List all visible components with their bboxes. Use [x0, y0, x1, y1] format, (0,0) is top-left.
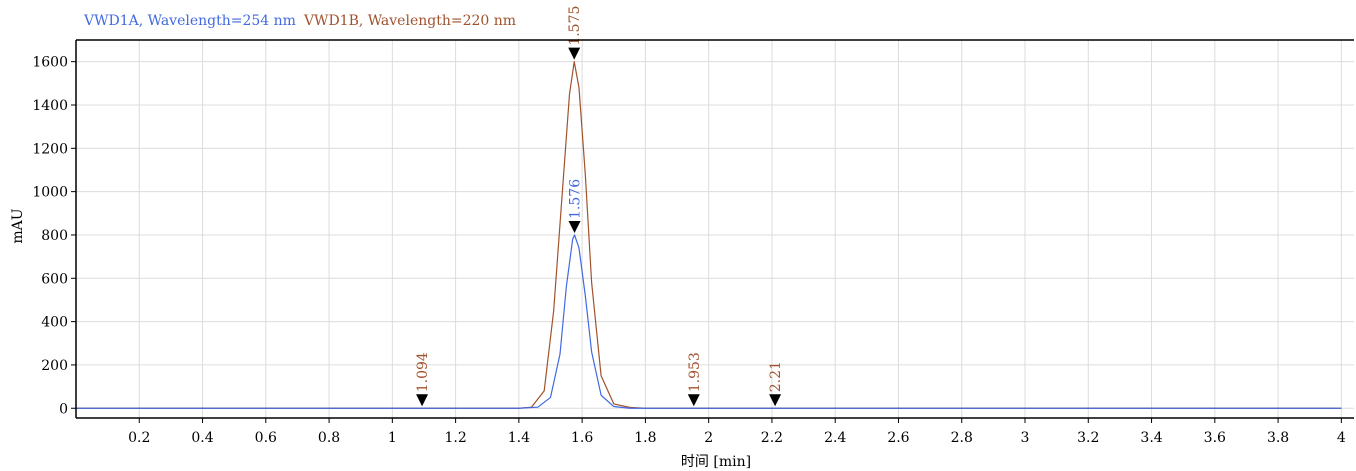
peak-marker	[568, 47, 581, 60]
trace-220nm	[76, 61, 1342, 409]
x-axis-title: 时间 [min]	[681, 454, 751, 470]
legend-series-a: VWD1A, Wavelength=254 nm	[83, 13, 296, 29]
x-tick-label: 0.2	[128, 430, 150, 446]
peak-label: 1.576	[568, 179, 584, 219]
x-tick-label: 1.4	[508, 430, 530, 446]
x-tick-label: 3.8	[1267, 430, 1289, 446]
x-tick-label: 0.8	[318, 430, 340, 446]
legend-series-b: VWD1B, Wavelength=220 nm	[303, 13, 516, 29]
peak-label: 1.094	[415, 352, 431, 392]
trace-254nm	[76, 234, 1342, 409]
x-tick-label: 3	[1021, 430, 1030, 446]
y-tick-label: 1000	[32, 185, 68, 201]
peak-marker	[769, 394, 782, 407]
x-tick-label: 2.6	[887, 430, 909, 446]
x-tick-label: 1.2	[444, 430, 466, 446]
y-tick-label: 200	[41, 358, 68, 374]
peak-marker	[416, 394, 429, 407]
x-tick-label: 0.4	[191, 430, 213, 446]
x-tick-label: 2	[704, 430, 713, 446]
peak-markers: 1.576 1.094 1.575 1.953 2.21	[415, 6, 784, 407]
y-tick-label: 1400	[32, 98, 68, 114]
y-tick-label: 800	[41, 228, 68, 244]
peak-label: 2.21	[768, 361, 784, 392]
grid-lines	[76, 40, 1354, 418]
y-tick-label: 1200	[32, 141, 68, 157]
y-axis-ticks: 0 200 400 600 800 1000 1200 1400 1600	[32, 55, 76, 417]
x-tick-label: 4	[1337, 430, 1346, 446]
x-tick-label: 0.6	[255, 430, 277, 446]
x-tick-label: 3.6	[1204, 430, 1226, 446]
x-tick-label: 1.8	[634, 430, 656, 446]
peak-label: 1.953	[687, 352, 703, 392]
y-tick-label: 400	[41, 315, 68, 331]
axes	[75, 39, 1354, 419]
y-tick-label: 600	[41, 271, 68, 287]
x-tick-label: 3.4	[1140, 430, 1162, 446]
y-tick-label: 0	[59, 401, 68, 417]
peak-marker	[687, 394, 700, 407]
peak-label: 1.575	[567, 6, 583, 46]
traces	[76, 61, 1342, 409]
x-tick-label: 2.2	[761, 430, 783, 446]
x-tick-label: 2.4	[824, 430, 846, 446]
y-tick-label: 1600	[32, 55, 68, 71]
y-axis-title: mAU	[10, 208, 26, 243]
x-tick-label: 3.2	[1077, 430, 1099, 446]
peak-marker	[568, 220, 581, 233]
x-axis-ticks: 0.2 0.4 0.6 0.8 1 1.2 1.4 1.6 1.8 2 2.2 2.4 2.6 2.8 3 3…	[128, 418, 1346, 446]
x-tick-label: 1.6	[571, 430, 593, 446]
x-tick-label: 2.8	[951, 430, 973, 446]
x-tick-label: 1	[388, 430, 397, 446]
